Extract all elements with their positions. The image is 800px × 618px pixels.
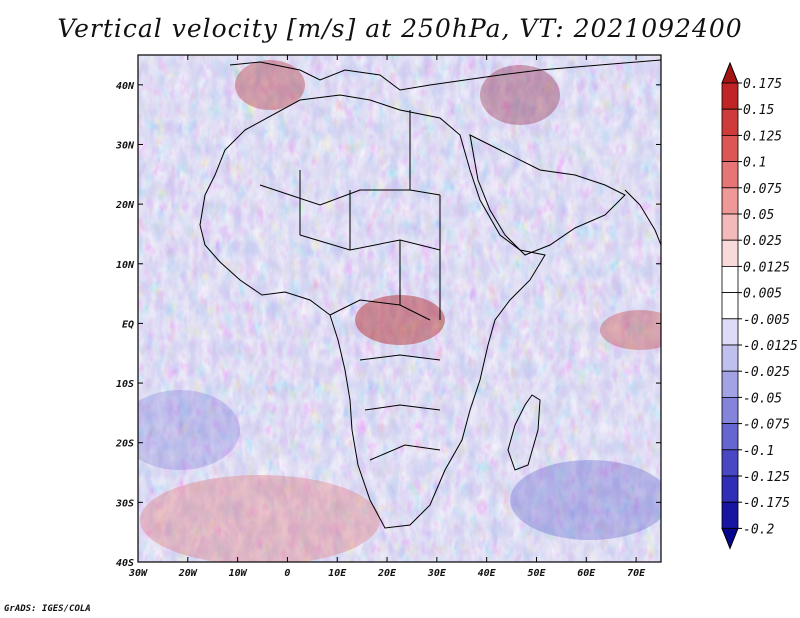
colorbar-label: -0.175	[743, 496, 790, 511]
colorbar-segment	[721, 501, 739, 529]
colorbar-label: -0.025	[743, 365, 790, 380]
lon-label: 30W	[128, 568, 148, 579]
colorbar-label: -0.125	[743, 470, 790, 485]
colorbar-segment	[721, 213, 739, 241]
colorbar: 0.175 0.15 0.125 0.1 0.075 0.05 0.025 0.0125 0.0…	[721, 61, 798, 550]
lat-label: EQ	[122, 319, 134, 330]
colorbar-segment	[721, 370, 739, 398]
lat-label: 10N	[116, 260, 135, 271]
colorbar-segment	[721, 292, 739, 320]
lon-label: 0	[284, 568, 290, 579]
colorbar-top-arrow	[721, 61, 739, 84]
lat-label: 40N	[116, 81, 135, 92]
lat-label: 30S	[115, 498, 134, 509]
lon-label: 40E	[478, 568, 497, 579]
colorbar-segment	[721, 396, 739, 424]
lat-label: 10S	[116, 379, 134, 390]
colorbar-label: -0.075	[743, 418, 790, 433]
africa-coastline	[199, 94, 546, 529]
longitude-axis: 30W 20W 10W 0 10E 20E 30E 40E 50E 60E 70E	[128, 55, 646, 579]
colorbar-label: 0.005	[743, 287, 782, 302]
colorbar-segment	[721, 134, 739, 162]
colorbar-segment	[721, 82, 739, 110]
latitude-axis: 40N 30N 20N 10N EQ 10S 20S 30S 40S	[115, 81, 661, 569]
colorbar-bottom-arrow	[721, 527, 739, 550]
madagascar-coastline	[507, 394, 541, 471]
lat-label: 20S	[115, 439, 134, 450]
lat-label: 20N	[115, 200, 135, 211]
colorbar-label: -0.2	[743, 522, 774, 537]
colorbar-label: 0.075	[743, 182, 782, 197]
colorbar-segment	[721, 475, 739, 503]
lon-label: 70E	[627, 568, 646, 579]
lon-label: 10E	[328, 568, 347, 579]
colorbar-segment	[721, 161, 739, 189]
colorbar-label: 0.05	[743, 208, 774, 223]
colorbar-label: -0.005	[743, 313, 790, 328]
colorbar-segment	[721, 344, 739, 372]
arabia-coastline	[469, 134, 626, 256]
colorbar-label: 0.15	[743, 103, 774, 118]
map-title: Vertical velocity [m/s] at 250hPa, VT: 2…	[57, 14, 743, 43]
colorbar-label: 0.025	[743, 234, 782, 249]
colorbar-segment	[721, 265, 739, 293]
lon-label: 60E	[577, 568, 596, 579]
credit-label: GrADS: IGES/COLA	[4, 604, 91, 614]
lon-label: 20E	[377, 568, 397, 579]
colorbar-segment	[721, 187, 739, 215]
colorbar-segment	[721, 318, 739, 346]
lon-label: 20W	[178, 568, 198, 579]
lat-label: 40S	[116, 558, 134, 569]
velocity-field	[138, 55, 661, 562]
colorbar-label: -0.0125	[743, 339, 798, 354]
europe-coastline	[229, 59, 661, 91]
colorbar-segment	[721, 423, 739, 451]
colorbar-segment	[721, 239, 739, 267]
colorbar-label: 0.0125	[743, 260, 790, 275]
india-coastline	[624, 189, 661, 246]
lon-label: 10W	[229, 568, 248, 579]
colorbar-segment	[721, 108, 739, 136]
colorbar-segment	[721, 449, 739, 477]
colorbar-label: -0.1	[743, 444, 774, 459]
plot-frame	[137, 54, 662, 563]
lon-label: 30E	[427, 568, 447, 579]
colorbar-label: 0.175	[743, 77, 782, 92]
coastlines	[199, 59, 661, 529]
colorbar-label: 0.125	[743, 129, 782, 144]
colorbar-label: -0.05	[743, 391, 782, 406]
colorbar-label: 0.1	[743, 156, 766, 171]
border-sahara	[259, 110, 441, 461]
lon-label: 50E	[527, 568, 546, 579]
lat-label: 30N	[115, 140, 135, 151]
